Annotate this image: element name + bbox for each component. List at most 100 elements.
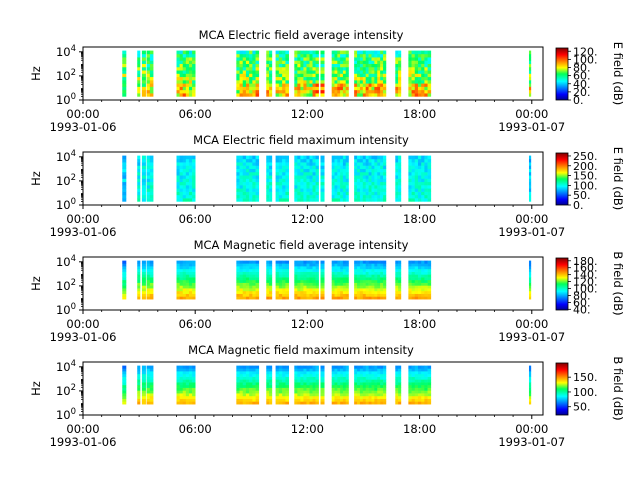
spectrogram-cell — [362, 290, 366, 294]
spectrogram-cell — [252, 57, 256, 61]
spectrogram-cell — [282, 382, 286, 386]
spectrogram-cell — [320, 50, 325, 55]
spectrogram-cell — [398, 50, 402, 55]
spectrogram-cell — [146, 185, 151, 189]
spectrogram-cell — [414, 171, 419, 176]
spectrogram-cell — [365, 393, 369, 397]
spectrogram-cell — [411, 53, 416, 58]
spectrogram-cell — [362, 178, 366, 183]
spectrogram-cell — [331, 155, 335, 160]
spectrogram-cell — [300, 279, 304, 283]
spectrogram-cell — [239, 271, 244, 275]
spectrogram-cell — [182, 387, 187, 391]
spectrogram-cell — [427, 365, 432, 369]
spectrogram-cell — [275, 60, 280, 64]
spectrogram-cell — [395, 379, 399, 383]
spectrogram-cell — [266, 66, 270, 71]
spectrogram-cell — [192, 376, 196, 380]
spectrogram-cell — [239, 66, 244, 71]
spectrogram-cell — [398, 393, 402, 397]
spectrogram-cell — [294, 401, 298, 405]
spectrogram-cell — [245, 175, 250, 179]
spectrogram-cell — [528, 86, 532, 91]
spectrogram-cell — [342, 83, 347, 87]
spectrogram-cell — [371, 373, 375, 377]
spectrogram-cell — [315, 63, 319, 68]
spectrogram-cell — [365, 373, 369, 377]
spectrogram-cell — [309, 198, 313, 202]
spectrogram-cell — [424, 171, 428, 176]
spectrogram-cell — [342, 398, 347, 402]
spectrogram-cell — [176, 260, 180, 264]
spectrogram-cell — [383, 66, 387, 71]
spectrogram-cell — [176, 285, 180, 289]
spectrogram-cell — [303, 162, 307, 166]
spectrogram-cell — [383, 290, 387, 294]
spectrogram-cell — [297, 379, 301, 383]
spectrogram-cell — [185, 274, 190, 278]
spectrogram-cell — [380, 80, 384, 84]
spectrogram-cell — [411, 282, 416, 286]
spectrogram-cell — [306, 194, 310, 199]
spectrogram-cell — [398, 185, 402, 189]
spectrogram-cell — [528, 178, 532, 183]
spectrogram-cell — [359, 168, 364, 173]
spectrogram-cell — [312, 393, 316, 397]
spectrogram-cell — [334, 401, 338, 405]
spectrogram-cell — [342, 198, 347, 202]
spectrogram-cell — [377, 53, 381, 58]
spectrogram-cell — [395, 198, 399, 202]
spectrogram-cell — [334, 395, 338, 399]
spectrogram-cell — [383, 266, 387, 270]
spectrogram-cell — [239, 290, 244, 294]
spectrogram-cell — [340, 395, 344, 399]
spectrogram-cell — [236, 382, 240, 386]
spectrogram-cell — [424, 277, 428, 281]
spectrogram-cell — [255, 368, 260, 372]
spectrogram-cell — [192, 271, 196, 275]
colorbar-tick-label: 80. — [573, 289, 591, 302]
spectrogram-cell — [176, 277, 180, 281]
spectrogram-cell — [357, 274, 361, 278]
spectrogram-cell — [306, 198, 310, 202]
spectrogram-cell — [421, 285, 425, 289]
spectrogram-cell — [255, 393, 260, 397]
spectrogram-cell — [368, 168, 372, 173]
spectrogram-cell — [182, 191, 187, 196]
spectrogram-cell — [383, 70, 387, 74]
spectrogram-cell — [275, 63, 280, 68]
spectrogram-cell — [179, 379, 184, 383]
spectrogram-cell — [365, 191, 369, 196]
spectrogram-cell — [278, 384, 283, 388]
spectrogram-cell — [421, 53, 425, 58]
spectrogram-cell — [357, 191, 361, 196]
spectrogram-cell — [312, 268, 316, 272]
spectrogram-cell — [282, 379, 286, 383]
spectrogram-cell — [303, 93, 307, 97]
spectrogram-cell — [192, 290, 196, 294]
spectrogram-cell — [374, 285, 378, 289]
spectrogram-cell — [359, 171, 364, 176]
spectrogram-cell — [182, 401, 187, 405]
spectrogram-cell — [176, 60, 180, 64]
spectrogram-cell — [383, 162, 387, 166]
spectrogram-cell — [345, 63, 349, 68]
spectrogram-cell — [398, 175, 402, 179]
spectrogram-cell — [312, 188, 316, 192]
spectrogram-cell — [278, 63, 283, 68]
spectrogram-cell — [408, 178, 412, 183]
spectrogram-cell — [421, 390, 425, 394]
spectrogram-cell — [245, 274, 250, 278]
spectrogram-cell — [417, 290, 422, 294]
spectrogram-cell — [249, 191, 253, 196]
spectrogram-cell — [414, 60, 419, 64]
spectrogram-cell — [331, 188, 335, 192]
x-tick-label: 18:00 — [403, 317, 436, 331]
spectrogram-cell — [383, 395, 387, 399]
spectrogram-cell — [282, 83, 286, 87]
spectrogram-cell — [377, 285, 381, 289]
spectrogram-cell — [282, 288, 286, 292]
spectrogram-cell — [303, 76, 307, 81]
spectrogram-cell — [398, 382, 402, 386]
spectrogram-cell — [192, 162, 196, 166]
